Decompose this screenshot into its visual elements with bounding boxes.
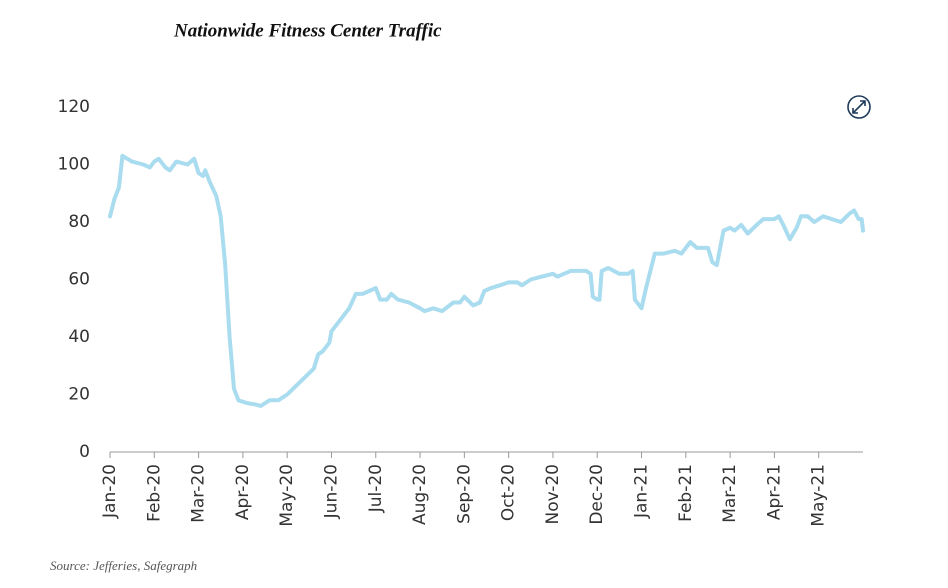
x-tick-label: Feb-20 bbox=[144, 464, 164, 522]
chart-title: Nationwide Fitness Center Traffic bbox=[173, 20, 442, 41]
x-tick-label: Jan-21 bbox=[632, 464, 652, 519]
x-tick-label: Jan-20 bbox=[100, 464, 120, 519]
x-tick-label: Apr-21 bbox=[764, 464, 784, 520]
x-tick-label: Aug-20 bbox=[410, 464, 430, 525]
expand-icon[interactable] bbox=[847, 95, 871, 119]
x-tick-label: Feb-21 bbox=[676, 464, 696, 522]
y-tick-label: 0 bbox=[79, 442, 90, 462]
x-tick-label: May-21 bbox=[809, 464, 829, 527]
y-tick-label: 100 bbox=[58, 155, 90, 175]
y-tick-label: 80 bbox=[68, 212, 90, 232]
y-tick-label: 20 bbox=[68, 385, 90, 405]
x-tick-label: Nov-20 bbox=[543, 464, 563, 525]
x-tick-label: Jun-20 bbox=[321, 464, 341, 519]
source-note: Source: Jefferies, Safegraph bbox=[50, 558, 197, 573]
y-tick-label: 40 bbox=[68, 327, 90, 347]
x-tick-label: Sep-20 bbox=[454, 464, 474, 524]
x-tick-label: Dec-20 bbox=[587, 464, 607, 525]
x-tick-label: Mar-21 bbox=[720, 464, 740, 523]
y-tick-label: 60 bbox=[68, 270, 90, 290]
x-tick-label: Apr-20 bbox=[233, 464, 253, 520]
x-tick-label: May-20 bbox=[277, 464, 297, 527]
x-tick-label: Oct-20 bbox=[499, 464, 519, 521]
data-line bbox=[108, 153, 865, 408]
x-tick-label: Mar-20 bbox=[189, 464, 209, 523]
x-tick-label: Jul-20 bbox=[366, 464, 386, 513]
y-tick-label: 120 bbox=[58, 97, 90, 117]
